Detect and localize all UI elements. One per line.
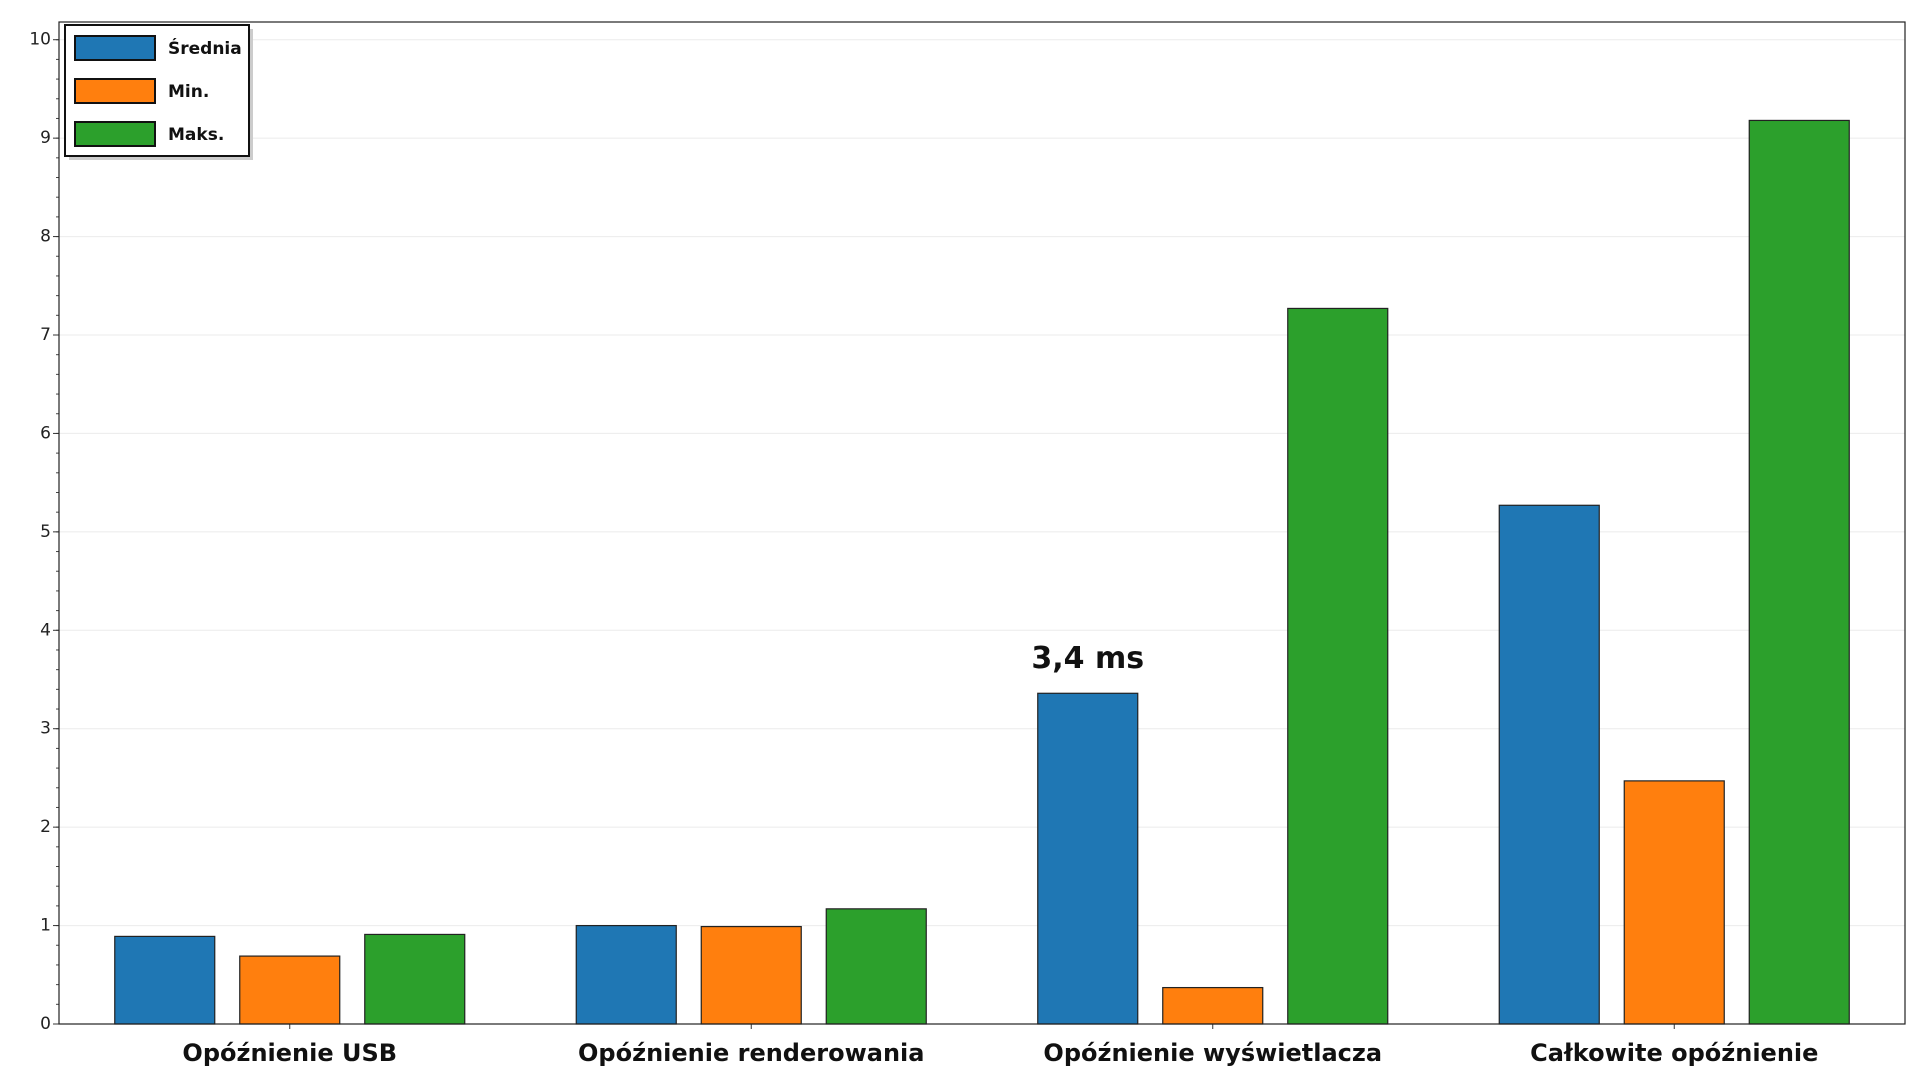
bar <box>1162 986 1264 1025</box>
y-tick-label: 6 <box>40 423 51 443</box>
x-tick-label: Całkowite opóźnienie <box>1530 1039 1818 1067</box>
y-tick-label: 7 <box>40 325 51 345</box>
legend-label: Średnia <box>168 37 242 59</box>
bar <box>239 955 341 1025</box>
y-tick-label: 5 <box>40 522 51 542</box>
legend-label: Maks. <box>168 125 224 145</box>
y-tick-label: 4 <box>40 620 51 640</box>
legend-swatch <box>74 121 156 147</box>
legend-swatch <box>74 78 156 104</box>
bar <box>1498 504 1600 1025</box>
bar <box>364 933 466 1025</box>
data-label: 3,4 ms <box>1031 641 1144 676</box>
x-tick-label: Opóźnienie renderowania <box>578 1039 924 1067</box>
y-tick-label: 2 <box>40 817 51 837</box>
y-tick-label: 1 <box>40 916 51 936</box>
x-tick-label: Opóźnienie wyświetlacza <box>1043 1039 1382 1067</box>
legend-label: Min. <box>168 82 209 102</box>
y-tick-label: 8 <box>40 227 51 247</box>
x-tick-label: Opóźnienie USB <box>182 1039 397 1067</box>
y-tick-label: 3 <box>40 719 51 739</box>
bar <box>1623 780 1725 1025</box>
y-tick-label: 9 <box>40 128 51 148</box>
bar <box>575 924 677 1025</box>
bar <box>1037 692 1139 1025</box>
bar <box>1748 119 1850 1025</box>
y-tick-label: 0 <box>40 1014 51 1034</box>
legend-swatch <box>74 35 156 61</box>
bar <box>1287 307 1389 1025</box>
y-tick-label: 10 <box>29 30 51 50</box>
bar <box>700 925 802 1025</box>
bar <box>825 908 927 1025</box>
bar <box>114 935 216 1025</box>
plot-frame <box>58 21 1906 1025</box>
